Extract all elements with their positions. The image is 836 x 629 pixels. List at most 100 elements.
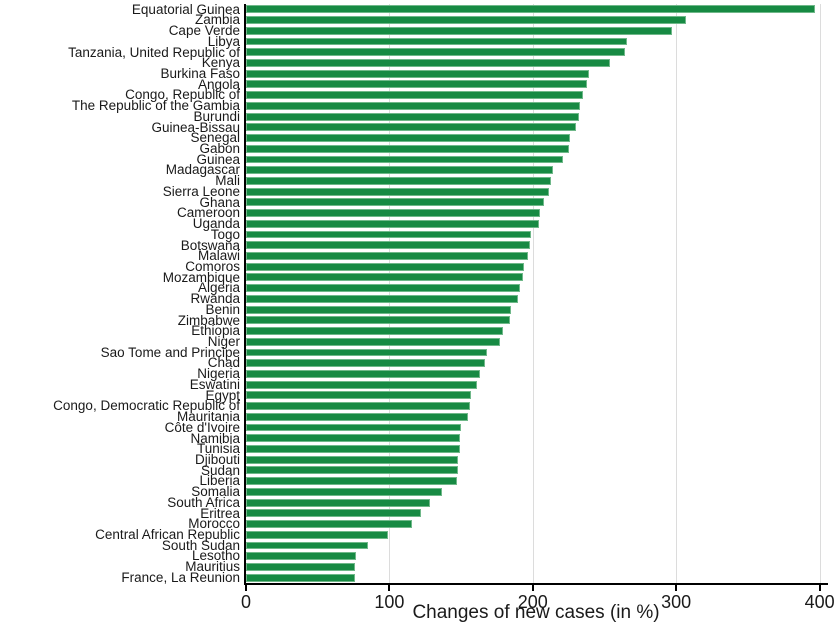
bar [246,434,460,443]
bar [246,466,459,475]
bar [246,573,355,582]
y-tick-label: Chad [207,355,240,371]
y-tick-label: Somalia [191,484,240,500]
y-tick-label: Egypt [205,387,240,403]
bar [246,209,540,218]
y-tick-label: Mali [215,173,240,189]
x-tick-label: 200 [517,592,548,612]
y-tick-label: Rwanda [190,291,240,307]
bar [246,412,469,421]
x-tick-mark [531,585,534,591]
bar [246,80,588,89]
y-tick-label: Tunisia [196,441,240,457]
bar [246,294,519,303]
y-tick-label: Guinea [196,151,240,167]
y-tick-label: Angola [197,76,240,92]
y-tick-label: Ghana [199,194,240,210]
y-tick-label: Congo, Democratic Republic of [53,398,240,414]
gridline-100 [389,4,391,583]
gridline-200 [532,4,534,583]
y-tick-label: Central African Republic [95,527,240,542]
bar [246,348,487,357]
gridline-400 [819,4,821,583]
bar [246,123,576,132]
bar [246,305,512,314]
y-tick-label: Sierra Leone [162,183,240,199]
y-tick-label: Gabon [199,141,240,156]
y-tick-label: Algeria [197,280,240,296]
y-tick-label: Sao Tome and Principe [100,344,240,360]
x-tick-mark [388,585,391,591]
y-tick-label: Uganda [192,216,240,232]
bar [246,498,430,507]
x-tick-mark [675,585,678,591]
bar [246,219,539,228]
bar [246,155,563,164]
bar [246,48,625,57]
bar [246,337,500,346]
bar [246,16,687,25]
bar [246,520,413,528]
bar [246,241,530,250]
x-tick-label: 100 [374,592,405,612]
y-tick-label: Zambia [194,12,240,28]
bar [246,26,672,35]
bar [246,552,357,561]
bar [246,445,460,453]
x-axis-line [244,583,828,585]
bar [246,252,529,260]
bar [246,5,816,14]
y-tick-label: Botswana [180,237,240,253]
y-tick-label: France, La Reunion [121,569,240,585]
bar [246,477,457,486]
y-tick-label: Cameroon [176,205,240,221]
bar [246,562,355,571]
bar [246,455,459,464]
y-tick-label: Sudan [200,462,240,478]
bar [246,423,462,432]
bar [246,144,569,153]
y-tick-label: Kenya [201,55,240,71]
y-tick-label: Burkina Faso [160,65,240,81]
y-tick-label: Comoros [185,258,240,274]
bar [246,369,480,378]
bar [246,487,443,496]
y-tick-label: Madagascar [165,162,240,178]
bar [246,316,510,325]
y-tick-label: Namibia [190,430,240,446]
x-tick-label: 400 [804,592,835,612]
bar [246,509,421,518]
bar [246,69,589,78]
y-tick-label: The Republic of the Gambia [71,98,240,114]
y-tick-label: Benin [205,301,240,317]
x-axis-label: Changes of new cases (in %) [412,602,660,623]
bar [246,402,470,411]
bar [246,176,552,185]
y-tick-label: Morocco [188,516,240,532]
bar [246,101,581,110]
y-tick-label: Eritrea [200,505,240,521]
bar [246,530,388,539]
bar [246,327,503,335]
bar [246,230,532,239]
bar [246,198,545,207]
y-tick-label: Equatorial Guinea [131,1,240,17]
y-tick-label: Mozambique [162,269,240,285]
y-tick-label: Nigeria [197,366,240,382]
y-tick-label: Malawi [197,248,240,264]
y-tick-label: Eswatini [189,376,240,392]
y-tick-label: Senegal [190,130,240,146]
y-tick-label: Lesotho [191,548,240,564]
y-tick-label: Djibouti [194,451,240,467]
y-tick-label: Mauritania [176,409,240,425]
bar [246,391,472,400]
y-tick-label: Mauritius [185,559,240,575]
y-tick-label: South Sudan [161,537,240,553]
y-tick-label: Tanzania, United Republic of [68,44,240,60]
x-tick-label: 0 [240,592,252,612]
bar [246,380,477,389]
y-tick-label: Guinea-Bissau [151,119,240,135]
bar [246,284,520,293]
